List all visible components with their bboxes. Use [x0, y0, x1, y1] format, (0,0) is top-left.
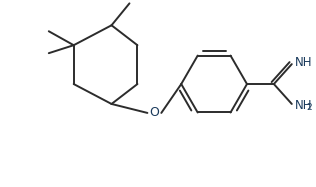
Text: 2: 2	[307, 103, 312, 112]
Text: NH: NH	[295, 56, 312, 69]
Text: O: O	[149, 106, 159, 119]
Text: NH: NH	[295, 99, 312, 112]
